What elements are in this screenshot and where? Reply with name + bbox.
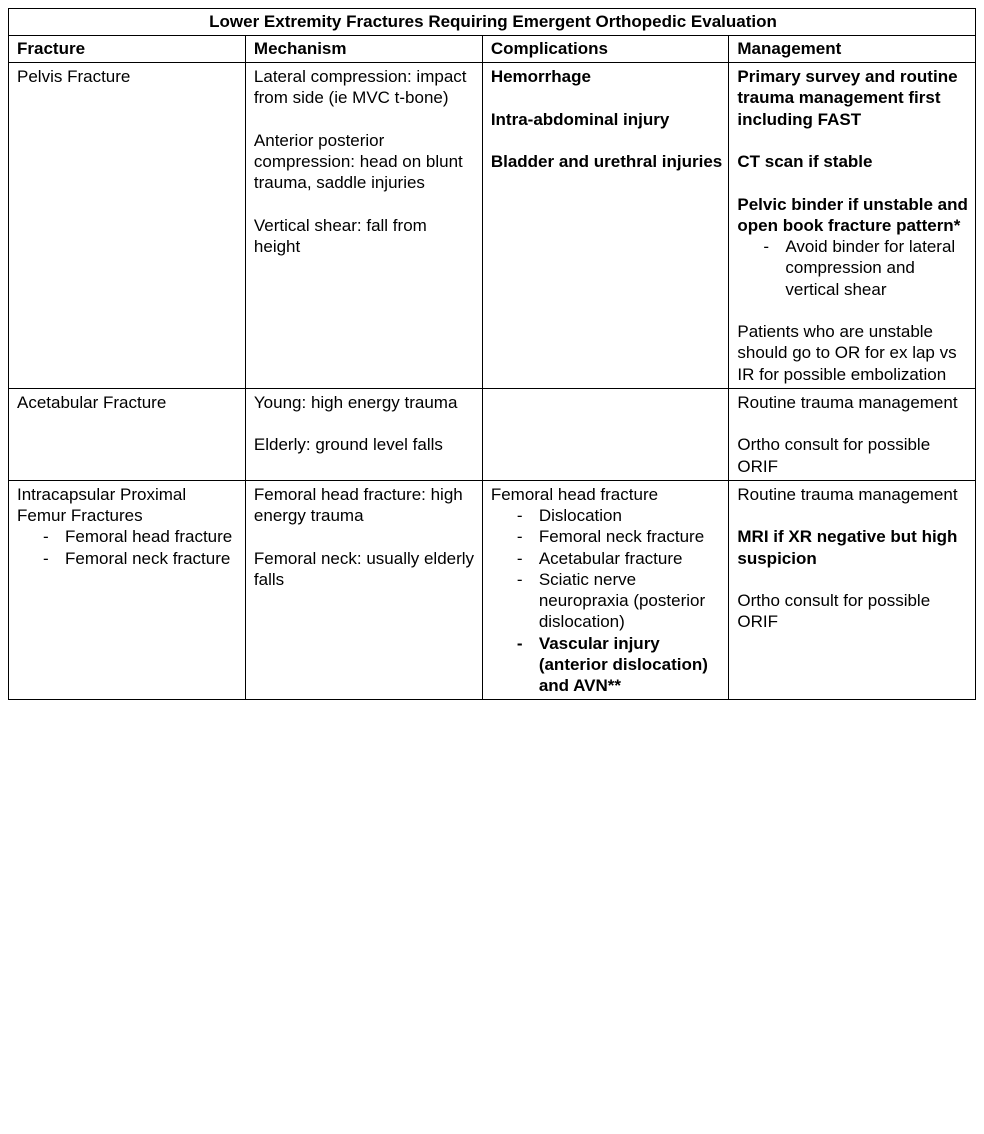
list-item: Femoral neck fracture bbox=[43, 548, 239, 569]
mechanism-text: Anterior posterior compression: head on … bbox=[254, 130, 476, 194]
complication-sublist: Dislocation Femoral neck fracture Acetab… bbox=[491, 505, 723, 696]
fractures-table: Lower Extremity Fractures Requiring Emer… bbox=[8, 8, 976, 700]
fracture-name: Pelvis Fracture bbox=[17, 66, 239, 87]
list-item: Acetabular fracture bbox=[517, 548, 723, 569]
table-title: Lower Extremity Fractures Requiring Emer… bbox=[9, 9, 976, 36]
list-item: Femoral head fracture bbox=[43, 526, 239, 547]
management-text: CT scan if stable bbox=[737, 151, 969, 172]
management-text: MRI if XR negative but high suspicion bbox=[737, 526, 969, 569]
complication-text: Hemorrhage bbox=[491, 66, 723, 87]
complication-text: Intra-abdominal injury bbox=[491, 109, 723, 130]
cell-management: Routine trauma management MRI if XR nega… bbox=[729, 480, 976, 700]
cell-fracture: Pelvis Fracture bbox=[9, 63, 246, 389]
table-row: Intracapsular Proximal Femur Fractures F… bbox=[9, 480, 976, 700]
col-header-fracture: Fracture bbox=[9, 36, 246, 63]
table-header-row: Fracture Mechanism Complications Managem… bbox=[9, 36, 976, 63]
table-row: Acetabular Fracture Young: high energy t… bbox=[9, 388, 976, 480]
fracture-sublist: Femoral head fracture Femoral neck fract… bbox=[17, 526, 239, 569]
table-row: Pelvis Fracture Lateral compression: imp… bbox=[9, 63, 976, 389]
col-header-complications: Complications bbox=[482, 36, 729, 63]
management-sublist: Avoid binder for lateral compression and… bbox=[737, 236, 969, 300]
cell-management: Primary survey and routine trauma manage… bbox=[729, 63, 976, 389]
complication-text: Bladder and urethral injuries bbox=[491, 151, 723, 172]
cell-management: Routine trauma management Ortho consult … bbox=[729, 388, 976, 480]
cell-mechanism: Young: high energy trauma Elderly: groun… bbox=[245, 388, 482, 480]
management-text: Patients who are unstable should go to O… bbox=[737, 321, 969, 385]
cell-fracture: Acetabular Fracture bbox=[9, 388, 246, 480]
cell-complications: Femoral head fracture Dislocation Femora… bbox=[482, 480, 729, 700]
fracture-name: Acetabular Fracture bbox=[17, 392, 239, 413]
management-text: Ortho consult for possible ORIF bbox=[737, 434, 969, 477]
management-text: Routine trauma management bbox=[737, 392, 969, 413]
cell-mechanism: Femoral head fracture: high energy traum… bbox=[245, 480, 482, 700]
cell-complications: Hemorrhage Intra-abdominal injury Bladde… bbox=[482, 63, 729, 389]
col-header-management: Management bbox=[729, 36, 976, 63]
mechanism-text: Elderly: ground level falls bbox=[254, 434, 476, 455]
list-item: Vascular injury (anterior dislocation) a… bbox=[517, 633, 723, 697]
cell-fracture: Intracapsular Proximal Femur Fractures F… bbox=[9, 480, 246, 700]
mechanism-text: Lateral compression: impact from side (i… bbox=[254, 66, 476, 109]
table-title-row: Lower Extremity Fractures Requiring Emer… bbox=[9, 9, 976, 36]
list-item: Femoral neck fracture bbox=[517, 526, 723, 547]
list-item: Dislocation bbox=[517, 505, 723, 526]
complication-text: Femoral head fracture bbox=[491, 484, 723, 505]
management-text: Pelvic binder if unstable and open book … bbox=[737, 194, 969, 237]
cell-complications bbox=[482, 388, 729, 480]
list-item: Avoid binder for lateral compression and… bbox=[763, 236, 969, 300]
mechanism-text: Vertical shear: fall from height bbox=[254, 215, 476, 258]
management-text: Ortho consult for possible ORIF bbox=[737, 590, 969, 633]
cell-mechanism: Lateral compression: impact from side (i… bbox=[245, 63, 482, 389]
mechanism-text: Young: high energy trauma bbox=[254, 392, 476, 413]
mechanism-text: Femoral head fracture: high energy traum… bbox=[254, 484, 476, 527]
fracture-name: Intracapsular Proximal Femur Fractures bbox=[17, 484, 239, 527]
management-text: Primary survey and routine trauma manage… bbox=[737, 66, 969, 130]
list-item: Sciatic nerve neuropraxia (posterior dis… bbox=[517, 569, 723, 633]
col-header-mechanism: Mechanism bbox=[245, 36, 482, 63]
management-text: Routine trauma management bbox=[737, 484, 969, 505]
mechanism-text: Femoral neck: usually elderly falls bbox=[254, 548, 476, 591]
